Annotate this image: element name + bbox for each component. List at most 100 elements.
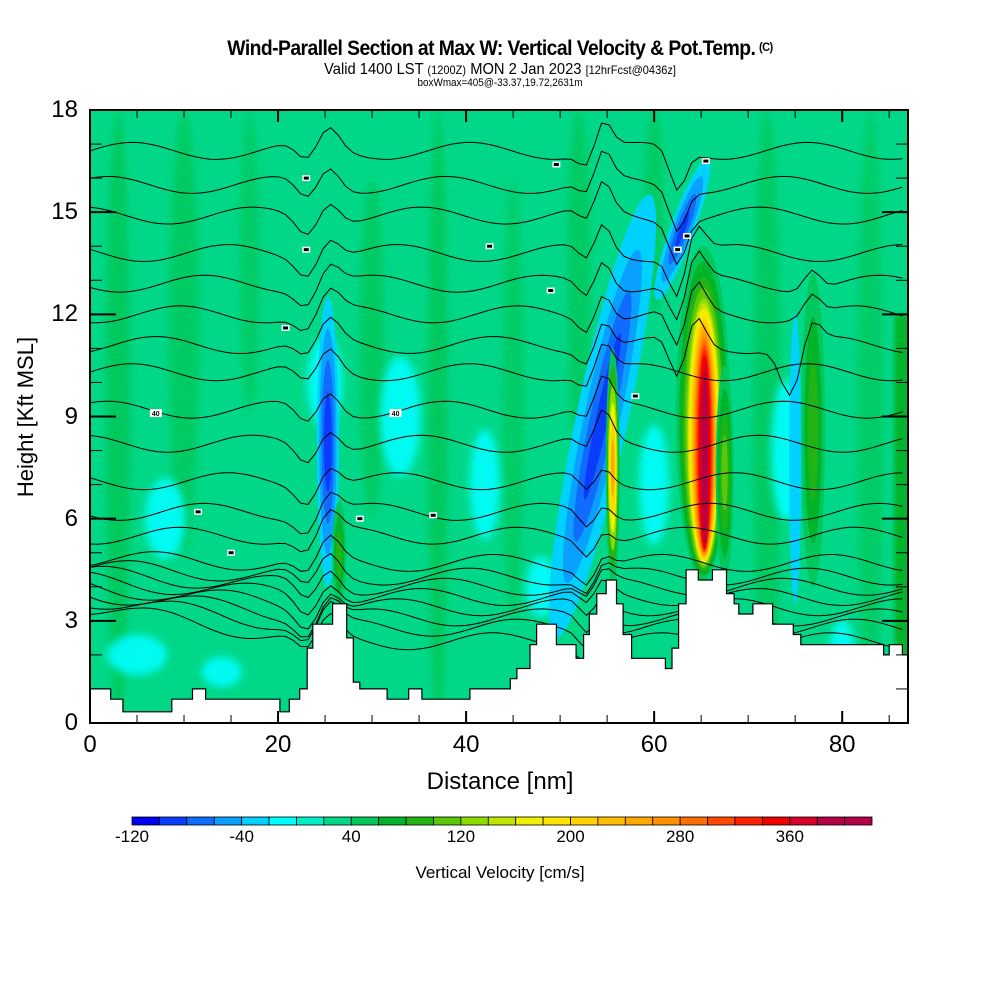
contour-label-glyph <box>487 244 493 248</box>
colorbar-tick-label: 280 <box>665 827 695 846</box>
main-updraft-level <box>701 370 708 545</box>
contour-label-glyph <box>430 513 436 517</box>
theta-contour <box>90 180 903 266</box>
colorbar-swatch <box>350 816 380 826</box>
x-tick-label: 20 <box>264 731 292 758</box>
x-tick-label: 40 <box>452 731 480 758</box>
colorbar-swatch <box>460 816 489 826</box>
y-tick-label: 3 <box>64 606 78 634</box>
x-tick-label: 60 <box>640 731 668 758</box>
copyright-mark: (C) <box>759 40 773 54</box>
contour-label-glyph <box>357 517 363 521</box>
contour-label-glyph <box>548 288 554 292</box>
valid-time: Valid 1400 LST <box>324 61 424 78</box>
contour-label-glyph <box>303 248 309 252</box>
theta-contour <box>90 250 903 321</box>
contour-label-glyph <box>684 234 690 238</box>
theta-contour <box>90 316 903 397</box>
theta-contour <box>90 150 903 233</box>
colorbar-tick-label: 200 <box>556 827 585 846</box>
downdraft-left <box>324 391 332 493</box>
w-band <box>105 110 131 723</box>
contour-label: 40 <box>392 411 400 418</box>
terrain <box>89 569 909 724</box>
y-tick-label: 12 <box>51 300 78 328</box>
colorbar-tick-label: -120 <box>114 827 150 846</box>
title-text: Wind-Parallel Section at Max W: Vertical… <box>227 37 756 60</box>
colorbar-swatch <box>378 816 407 826</box>
theta-contour <box>90 223 903 298</box>
y-tick-label: 0 <box>64 709 78 736</box>
y-tick-label: 18 <box>51 96 78 123</box>
w-band <box>145 478 186 559</box>
colorbar-swatch <box>213 816 243 826</box>
contour-labels: 40 40 <box>149 158 710 556</box>
colorbar-swatch <box>652 816 681 826</box>
y-tick-label: 9 <box>64 402 78 430</box>
colorbar-swatch <box>268 816 297 826</box>
colorbar-swatch <box>433 816 462 826</box>
colorbar-swatch <box>570 816 599 826</box>
main-updraft-flank <box>721 435 728 511</box>
theta-contour <box>90 565 903 599</box>
updraft-left-low <box>336 530 343 578</box>
colorbar-swatch <box>296 816 325 826</box>
colorbar-tick-label: -40 <box>229 827 254 846</box>
contour-label-box <box>389 409 402 418</box>
downdraft-upper-level <box>675 211 690 247</box>
w-band <box>359 178 385 519</box>
theta-contour <box>90 122 903 192</box>
colorbar-swatch <box>707 816 736 826</box>
secondary-updraft <box>611 438 615 497</box>
colorbar-swatch <box>405 816 434 826</box>
updraft-right <box>807 360 819 500</box>
forecast-info: [12hrFcst@0436z] <box>585 63 676 77</box>
colorbar-swatch <box>131 816 160 826</box>
theta-contour <box>90 375 903 422</box>
contour-label-glyph <box>195 510 201 514</box>
x-tick-label: 0 <box>83 731 97 758</box>
w-band <box>107 634 168 675</box>
theta-contour <box>90 281 903 347</box>
contour-label-glyph <box>283 326 289 330</box>
theta-contour <box>90 571 903 616</box>
colorbar-swatch <box>186 816 215 826</box>
colorbar-swatch <box>159 816 188 826</box>
w-band <box>201 656 242 687</box>
w-band <box>639 424 670 545</box>
x-axis-label: Distance [nm] <box>0 768 1000 796</box>
colorbar-swatch <box>761 816 791 826</box>
w-band <box>857 110 884 723</box>
y-tick-label: 6 <box>64 504 78 532</box>
w-band <box>566 110 591 451</box>
y-tick-label: 15 <box>51 198 78 226</box>
w-band <box>469 429 500 540</box>
colorbar-swatch <box>487 816 517 826</box>
theta-contour <box>90 552 903 595</box>
colorbar-swatch <box>597 816 626 826</box>
theta-contour <box>90 508 903 558</box>
x-tick-label: 80 <box>828 731 856 758</box>
contour-label-glyph <box>675 248 681 252</box>
utc-time: (1200Z) <box>427 63 467 77</box>
colorbar-tick-label: 120 <box>446 827 476 846</box>
colorbar-swatch <box>789 816 818 826</box>
downdraft-right <box>789 314 802 604</box>
colorbar-swatch <box>515 816 544 826</box>
theta-contour <box>90 491 903 535</box>
valid-date: MON 2 Jan 2023 <box>470 61 582 78</box>
colorbar-swatch <box>734 816 763 826</box>
contour-label-glyph <box>553 162 559 166</box>
box-info: boxWmax=405@-33.37,19.72,2631m <box>417 77 583 89</box>
theta-contour <box>90 467 903 505</box>
w-band <box>752 110 781 723</box>
colorbar-swatch <box>542 816 571 826</box>
colorbar <box>131 816 873 826</box>
contour-label: 40 <box>152 411 160 418</box>
colorbar-swatch <box>844 816 873 826</box>
colorbar-title: Vertical Velocity [cm/s] <box>415 863 585 882</box>
y-axis-label: Height [Kft MSL] <box>13 336 38 498</box>
chart-subtitle: Valid 1400 LST (1200Z) MON 2 Jan 2023 [1… <box>40 61 960 79</box>
colorbar-tick-label: 360 <box>775 827 804 846</box>
